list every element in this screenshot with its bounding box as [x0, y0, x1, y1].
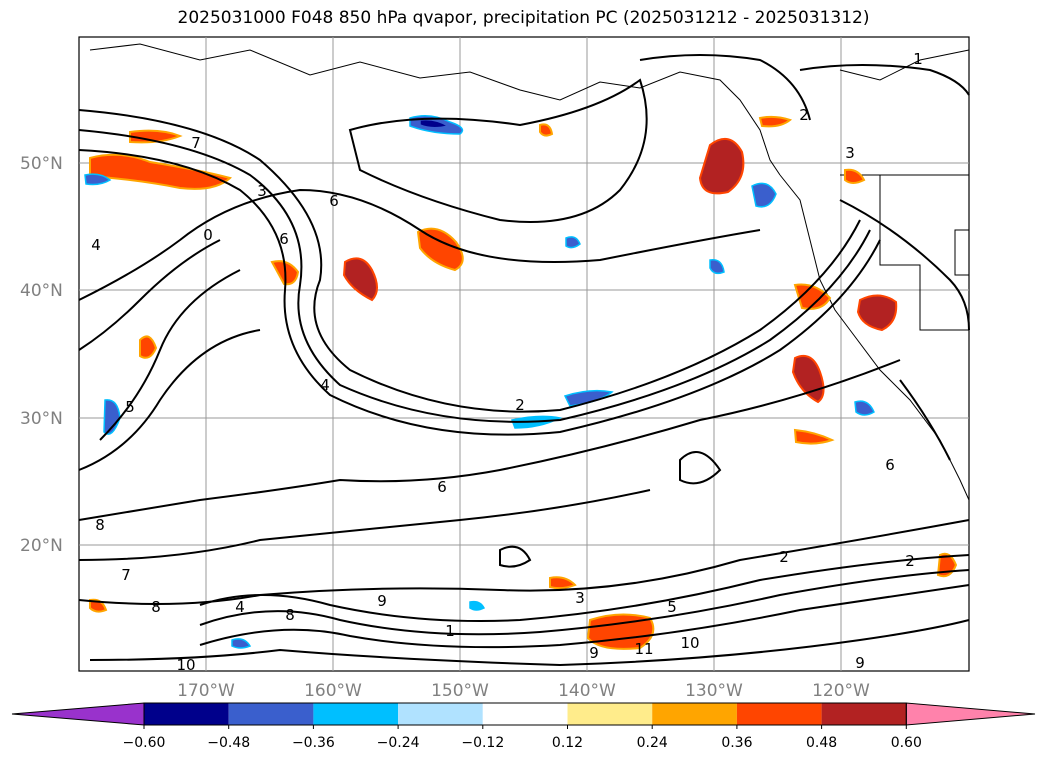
colorbar-tick-label: 0.36	[721, 735, 752, 751]
contour-label: 1	[445, 622, 455, 640]
colorbar-bin	[482, 703, 568, 725]
contour-label: 9	[377, 592, 387, 610]
map-title: 2025031000 F048 850 hPa qvapor, precipit…	[177, 8, 870, 28]
contour-label: 0	[203, 226, 213, 244]
colorbar-tick-label: −0.36	[292, 735, 335, 751]
colorbar-tick-label: −0.12	[461, 735, 504, 751]
contour-label: 4	[235, 598, 245, 616]
contour-label: 4	[320, 376, 330, 394]
contour-label: 7	[191, 134, 201, 152]
precip-positive-patches	[89, 115, 958, 650]
colorbar-tick-label: −0.48	[207, 735, 250, 751]
contour-label: 11	[634, 640, 653, 658]
contour-label: 2	[905, 552, 915, 570]
contour-label: 10	[680, 634, 699, 652]
colorbar-bin	[736, 703, 822, 725]
colorbar-bin	[228, 703, 314, 725]
contour-label: 6	[437, 478, 447, 496]
contour-label: 10	[176, 656, 195, 674]
colorbar-extend-low	[11, 702, 145, 726]
lat-label-50n: 50°N	[20, 154, 63, 174]
contour-label: 3	[575, 589, 585, 607]
colorbar-tick-label: 0.48	[806, 735, 837, 751]
lat-label-30n: 30°N	[20, 409, 63, 429]
contour-labels: 1 2 3 4 5 6 7 8 9 0 1 10 11 7 8 2 6 3 5 4 9 10 8 6 3 2 6 2 9 4	[91, 50, 923, 674]
contour-label: 3	[257, 182, 267, 200]
contour-label: 2	[515, 396, 525, 414]
colorbar-tick-label: −0.60	[123, 735, 166, 751]
lon-label-140w: 140°W	[558, 681, 616, 701]
colorbar-bin	[567, 703, 653, 725]
qvapor-contours	[78, 54, 970, 667]
contour-label: 8	[285, 606, 295, 624]
colorbar-bin	[144, 703, 229, 725]
colorbar-tick-label: −0.24	[377, 735, 420, 751]
contour-label: 9	[589, 644, 599, 662]
precip-negative-patches	[84, 115, 875, 649]
contour-label: 6	[885, 456, 895, 474]
colorbar: −0.60 −0.48 −0.36 −0.24 −0.12 0.12 0.24 0.36 0.4…	[11, 702, 1036, 751]
lon-label-150w: 150°W	[431, 681, 489, 701]
colorbar-tick-label: 0.12	[552, 735, 583, 751]
map-frame	[78, 36, 970, 672]
lat-label-40n: 40°N	[20, 281, 63, 301]
contour-label: 6	[279, 230, 289, 248]
contour-label: 1	[913, 50, 923, 68]
colorbar-bin	[313, 703, 399, 725]
lon-label-160w: 160°W	[304, 681, 362, 701]
colorbar-bin	[821, 703, 907, 725]
contour-label: 8	[151, 598, 161, 616]
colorbar-bin	[398, 703, 483, 725]
contour-label: 2	[799, 106, 809, 124]
colorbar-tick-label: 0.60	[891, 735, 922, 751]
contour-label: 6	[329, 192, 339, 210]
contour-label: 8	[95, 516, 105, 534]
lat-label-20n: 20°N	[20, 536, 63, 556]
colorbar-frame	[143, 702, 907, 726]
colorbar-extend-high	[905, 702, 1036, 726]
lon-label-170w: 170°W	[177, 681, 235, 701]
lon-label-120w: 120°W	[812, 681, 870, 701]
contour-label: 3	[845, 144, 855, 162]
colorbar-tick-label: 0.24	[637, 735, 668, 751]
contour-label: 7	[121, 566, 131, 584]
contour-label: 5	[125, 398, 135, 416]
contour-label: 2	[779, 548, 789, 566]
contour-label: 4	[91, 236, 101, 254]
lon-label-130w: 130°W	[685, 681, 743, 701]
contour-label: 5	[667, 598, 677, 616]
contour-label: 9	[855, 654, 865, 672]
colorbar-bin	[652, 703, 737, 725]
